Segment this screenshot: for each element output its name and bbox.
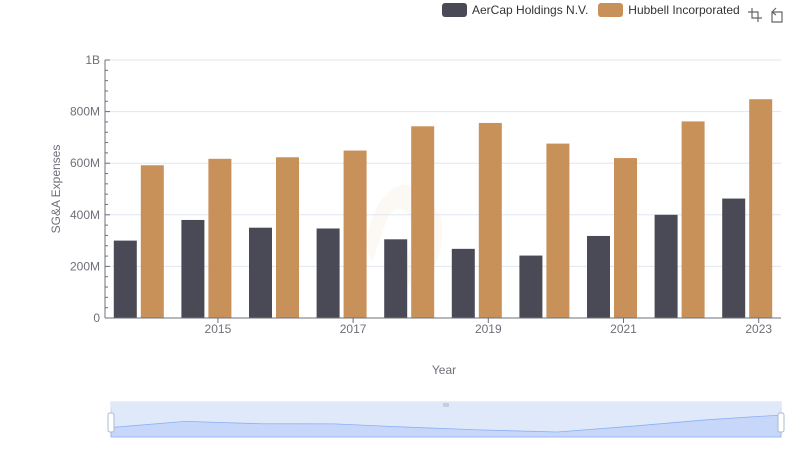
legend-swatch-aercap [442,3,467,17]
x-axis-title: Year [432,363,456,377]
bar-hubbell-2018 [411,126,435,318]
legend-item-aercap[interactable]: AerCap Holdings N.V. [442,3,588,17]
bar-aercap-2019 [451,248,475,318]
y-tick-label: 800M [70,105,100,119]
bar-hubbell-2019 [478,122,502,319]
slider-handle-right[interactable] [777,412,785,433]
x-tick-label: 2015 [205,322,232,336]
bar-hubbell-2021 [614,158,637,318]
x-tick-label: 2017 [340,322,367,336]
slider-selection[interactable] [111,408,781,437]
x-tick-label: 2023 [745,322,772,336]
x-axis: 2015 2017 2019 2021 2023 [105,317,781,336]
x-tick-label: 2019 [475,322,502,336]
bar-aercap-2020 [519,255,543,318]
y-axis-title: SG&A Expenses [49,145,63,234]
bar-hubbell-2014 [140,165,164,318]
legend: AerCap Holdings N.V. Hubbell Incorporate… [442,3,750,17]
y-tick-label: 200M [70,259,100,273]
bar-aercap-2021 [587,235,610,318]
legend-label-aercap: AerCap Holdings N.V. [472,3,589,17]
grid-lines [105,59,781,319]
restore-icon[interactable] [768,6,786,24]
y-axis: 0 200M 400M 600M 800M 1B [70,53,110,325]
bar-hubbell-2015 [208,158,232,318]
bar-hubbell-2020 [546,143,570,318]
legend-label-hubbell: Hubbell Incorporated [628,3,740,17]
data-zoom-slider[interactable] [107,401,785,438]
y-tick-label: 600M [70,156,100,170]
bar-hubbell-2022 [681,121,705,319]
bar-aercap-2014 [113,240,137,318]
slider-handle-left[interactable] [107,412,115,433]
slider-grip-icon[interactable] [443,403,449,407]
y-tick-label: 0 [93,311,100,325]
y-tick-label: 1B [85,53,100,67]
legend-swatch-hubbell [598,3,624,17]
bar-aercap-2022 [654,214,678,318]
bar-hubbell-2016 [276,157,299,318]
bar-aercap-2017 [316,228,340,318]
toolbox [746,6,790,24]
legend-item-hubbell[interactable]: Hubbell Incorporated [598,3,740,17]
bar-aercap-2015 [181,219,205,318]
bar-hubbell-2023 [749,99,773,318]
y-tick-label: 400M [70,208,100,222]
x-tick-label: 2021 [610,322,637,336]
bar-aercap-2016 [249,227,272,318]
bar-aercap-2018 [384,239,408,318]
bars-group [113,99,773,319]
zoom-icon[interactable] [746,6,764,24]
bar-hubbell-2017 [343,150,367,318]
bar-aercap-2023 [722,198,746,318]
